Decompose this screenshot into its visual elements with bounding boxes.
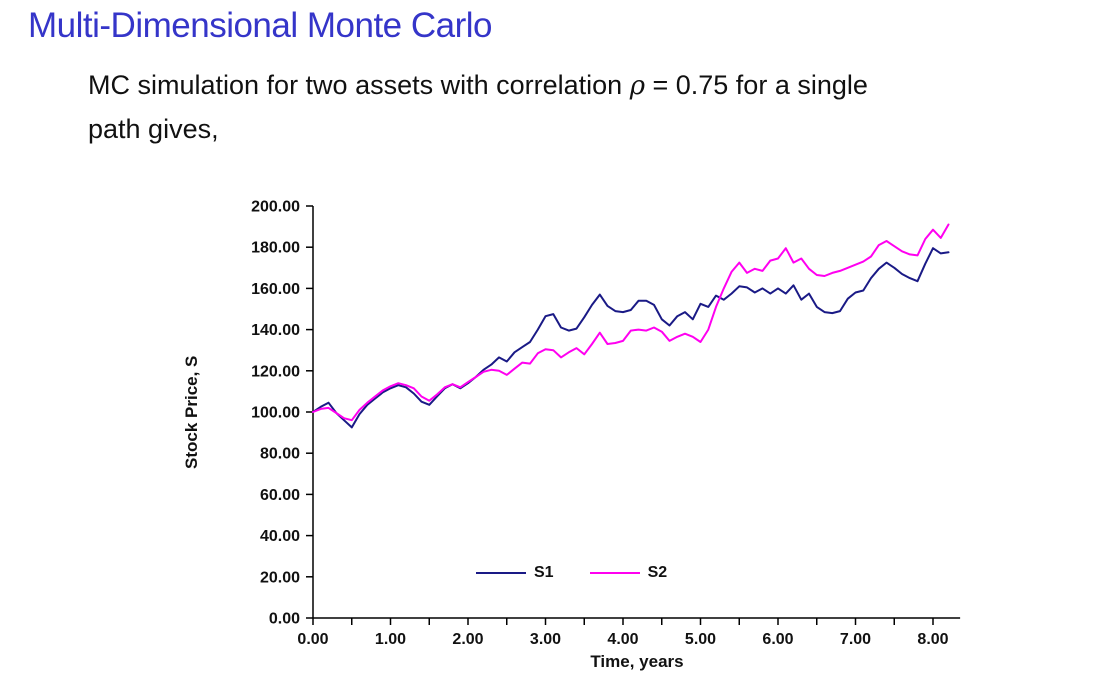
s1-legend-line bbox=[476, 572, 526, 574]
stock-price-chart: 0.00 20.00 40.00 60.00 80.00 100.00 120.00 140.… bbox=[180, 186, 980, 686]
x-tick-label: 2.00 bbox=[452, 631, 483, 648]
s2-legend-line bbox=[589, 572, 640, 574]
chart-legend: S1 S2 bbox=[476, 563, 667, 583]
s1-legend-label: S1 bbox=[534, 564, 554, 581]
y-tick-label: 60.00 bbox=[260, 487, 300, 504]
y-tick-label: 180.00 bbox=[251, 240, 300, 257]
s2-legend-label: S2 bbox=[647, 564, 668, 581]
x-axis-title: Time, years bbox=[590, 652, 684, 671]
y-tick-label: 80.00 bbox=[260, 446, 300, 463]
x-tick-label: 7.00 bbox=[840, 631, 871, 648]
x-tick-label: 1.00 bbox=[375, 631, 406, 648]
series-line-s2 bbox=[312, 223, 950, 422]
y-tick-label: 20.00 bbox=[260, 569, 300, 586]
slide-title: Multi-Dimensional Monte Carlo bbox=[28, 6, 493, 45]
body-line2: path gives, bbox=[88, 114, 219, 144]
y-tick-label: 200.00 bbox=[251, 199, 300, 216]
y-tick-label: 140.00 bbox=[251, 322, 300, 339]
y-axis-title: Stock Price, S bbox=[182, 355, 201, 469]
x-tick-label: 5.00 bbox=[685, 631, 716, 648]
slide-body-text: MC simulation for two assets with correl… bbox=[88, 64, 1048, 151]
body-line1-pre: MC simulation for two assets with correl… bbox=[88, 70, 630, 100]
y-tick-label: 0.00 bbox=[269, 611, 300, 628]
x-tick-label: 0.00 bbox=[297, 631, 328, 648]
chart-canvas: 0.00 20.00 40.00 60.00 80.00 100.00 120.00 140.… bbox=[251, 199, 961, 648]
body-line1-rest: = 0.75 for a single bbox=[644, 70, 868, 100]
x-tick-label: 8.00 bbox=[917, 631, 948, 648]
x-tick-label: 3.00 bbox=[530, 631, 561, 648]
series-line-s1 bbox=[312, 247, 950, 429]
y-tick-label: 40.00 bbox=[260, 528, 300, 545]
y-tick-label: 120.00 bbox=[251, 363, 300, 380]
x-tick-label: 6.00 bbox=[762, 631, 793, 648]
rho-symbol: ρ bbox=[629, 71, 645, 101]
y-tick-label: 100.00 bbox=[251, 405, 300, 422]
y-tick-label: 160.00 bbox=[251, 281, 300, 298]
x-tick-label: 4.00 bbox=[607, 631, 638, 648]
